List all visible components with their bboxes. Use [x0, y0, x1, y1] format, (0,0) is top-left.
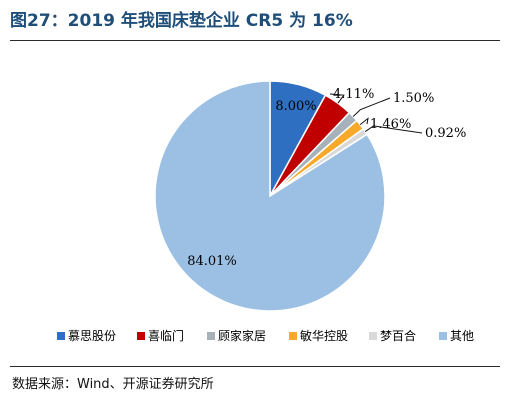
legend-swatch — [57, 332, 65, 340]
chart-title: 图27：2019 年我国床垫企业 CR5 为 16% — [10, 11, 353, 31]
legend-label: 敏华控股 — [300, 328, 348, 343]
slice-label-2: 4.11% — [333, 87, 374, 102]
legend-label: 顾家家居 — [218, 328, 266, 343]
legend-label: 梦百合 — [380, 328, 416, 343]
legend-label: 慕思股份 — [68, 329, 116, 343]
legend-swatch — [439, 332, 447, 340]
legend-item-3: 顾家家居 — [207, 328, 266, 343]
slice-label-4: 1.46% — [370, 117, 411, 132]
slice-labels: 8.00% 4.11% 1.50% 1.46% 0.92% 84.01% — [187, 87, 466, 269]
legend-item-6: 其他 — [439, 329, 474, 343]
legend-swatch — [207, 332, 215, 340]
source-divider — [10, 366, 500, 367]
legend-item-5: 梦百合 — [369, 328, 416, 343]
slice-label-1: 8.00% — [275, 99, 316, 114]
pie-chart: 8.00% 4.11% 1.50% 1.46% 0.92% 84.01% 慕思股份 喜临门 顾… — [57, 80, 474, 343]
legend-item-1: 慕思股份 — [57, 329, 116, 343]
legend-label: 喜临门 — [148, 328, 184, 343]
source-note: 数据来源：Wind、开源证券研究所 — [12, 377, 214, 392]
legend-item-2: 喜临门 — [137, 328, 184, 343]
legend-item-4: 敏华控股 — [289, 328, 348, 343]
legend: 慕思股份 喜临门 顾家家居 敏华控股 梦百合 其他 — [57, 328, 474, 343]
leader-line-3 — [352, 97, 391, 117]
slice-label-5: 0.92% — [425, 126, 466, 141]
legend-label: 其他 — [450, 329, 474, 343]
slice-label-3: 1.50% — [393, 91, 434, 106]
slice-label-6: 84.01% — [187, 254, 237, 269]
legend-swatch — [369, 332, 377, 340]
leader-line-4 — [359, 117, 369, 125]
legend-swatch — [137, 332, 145, 340]
title-divider — [10, 40, 500, 41]
pie-slice-6 — [154, 80, 386, 312]
leader-line-2 — [329, 93, 345, 104]
leader-line-5 — [364, 125, 423, 134]
label-leader-lines — [329, 93, 423, 134]
legend-swatch — [289, 332, 297, 340]
pie-slices — [154, 80, 386, 312]
